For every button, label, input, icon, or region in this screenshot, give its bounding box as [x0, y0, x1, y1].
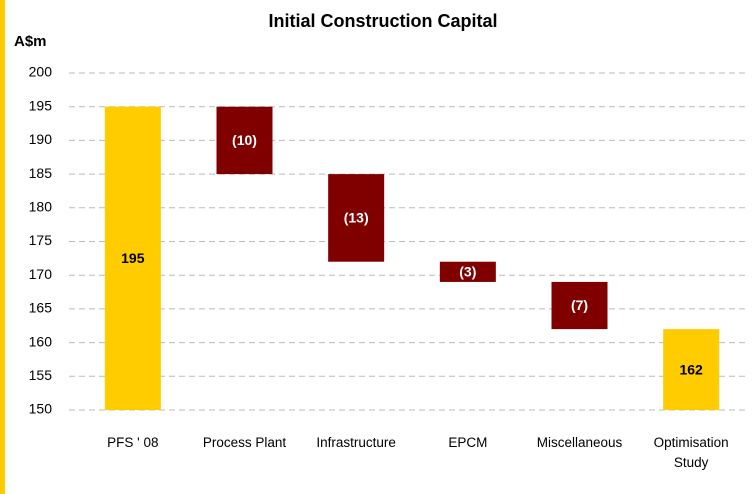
- y-tick-label: 160: [29, 333, 53, 349]
- y-tick-label: 175: [29, 232, 53, 248]
- value-label: (13): [344, 210, 369, 226]
- y-tick-label: 185: [29, 165, 53, 181]
- bar: [328, 174, 385, 262]
- value-label: (7): [571, 297, 588, 313]
- x-tick-label: Miscellaneous: [536, 435, 623, 450]
- value-label: 162: [679, 361, 703, 377]
- x-tick-label: PFS ' 08: [107, 435, 159, 450]
- y-tick-label: 180: [29, 199, 53, 215]
- bar: [439, 261, 496, 282]
- x-tick-label: EPCM: [448, 435, 488, 450]
- x-tick-label: Process Plant: [202, 435, 287, 450]
- edge-stripe: [0, 0, 5, 494]
- bar: [551, 281, 608, 330]
- x-tick-label: Optimisation Study: [653, 435, 729, 470]
- x-tick-label: Infrastructure: [316, 435, 396, 450]
- y-tick-label: 170: [29, 266, 53, 282]
- bar: [104, 106, 161, 410]
- bar: [663, 329, 720, 410]
- y-tick-label: 200: [29, 64, 53, 80]
- y-tick-label: 165: [29, 300, 53, 316]
- bar: [216, 106, 273, 175]
- y-axis-label: A$m: [14, 33, 47, 50]
- y-tick-label: 150: [29, 401, 53, 417]
- chart-title: Initial Construction Capital: [268, 11, 497, 31]
- y-tick-label: 190: [29, 131, 53, 147]
- value-label: (10): [232, 132, 257, 148]
- y-tick-label: 195: [29, 97, 53, 113]
- value-label: 195: [121, 250, 145, 266]
- y-tick-label: 155: [29, 367, 53, 383]
- value-label: (3): [459, 264, 476, 280]
